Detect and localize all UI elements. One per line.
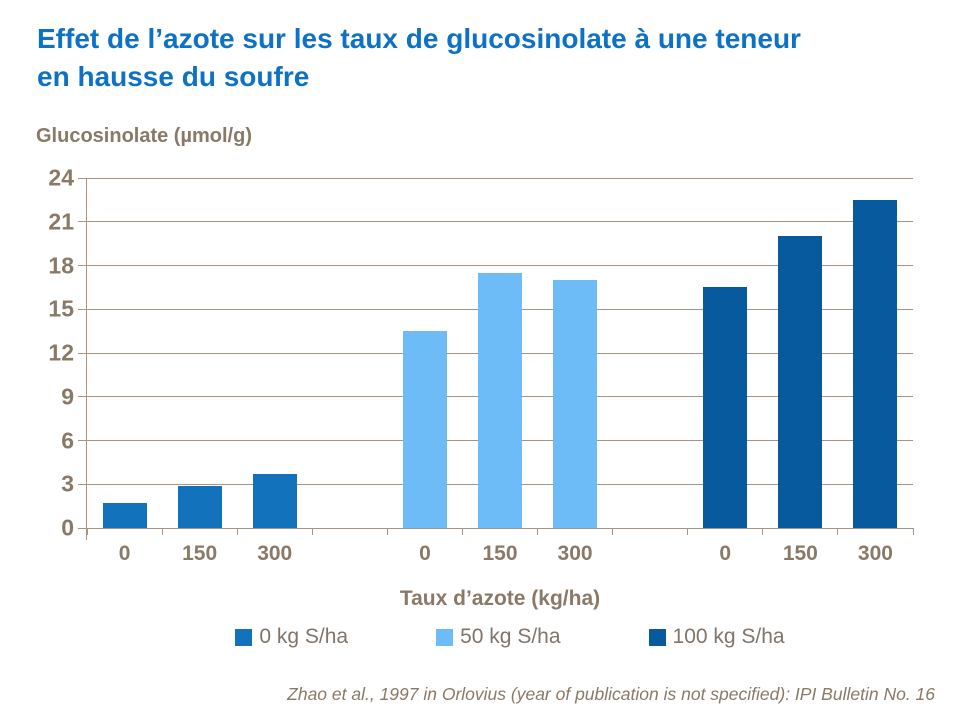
legend-item: 100 kg S/ha [648,625,785,649]
y-tick-label: 21 [48,208,74,235]
x-axis-tick-mark [311,528,313,535]
y-axis-tick-mark [78,308,87,310]
y-tick-label: 15 [48,295,74,322]
bar-0-kg-S/ha-N0 [102,503,147,528]
y-tick-label: 24 [48,164,74,191]
source-citation: Zhao et al., 1997 in Orlovius (year of p… [287,684,935,704]
x-axis-tick-mark [386,528,388,535]
y-axis-title: Glucosinolate (µmol/g) [36,125,252,147]
x-tick-label: 150 [482,542,518,565]
y-axis-tick-mark [78,440,87,441]
y-tick-label: 12 [48,339,74,366]
bar-0-kg-S/ha-N300 [252,474,297,528]
y-axis-tick-mark [78,177,87,179]
y-tick-label: 6 [61,427,74,453]
y-axis-line [86,178,87,540]
legend-item: 0 kg S/ha [235,625,348,649]
chart-title-line2: en hausse du soufre [37,61,310,92]
x-axis-title: Taux d’azote (kg/ha) [399,587,601,610]
bar-0-kg-S/ha-N150 [177,485,222,528]
legend-swatch [648,628,666,646]
x-tick-label: 300 [857,542,893,565]
x-axis-tick-mark [762,528,764,535]
legend-label: 0 kg S/ha [259,625,349,648]
legend-item: 50 kg S/ha [436,625,561,649]
y-tick-label: 9 [61,383,74,410]
x-axis-tick-mark [912,528,914,535]
plot-area: 0 150 300 0 150 300 0 150 300 [78,177,914,565]
legend-label: 100 kg S/ha [672,625,785,648]
bar-50-kg-S/ha-N0 [402,331,447,528]
x-axis-tick-mark [612,528,614,535]
chart-title-line1: Effet de l’azote sur les taux de glucosi… [37,23,801,54]
y-axis-tick-mark [78,483,87,485]
x-axis-tick-mark [236,528,238,535]
bar-100-kg-S/ha-N300 [853,199,898,528]
x-tick-label: 300 [557,542,593,565]
y-axis-tick-mark [78,527,87,529]
y-axis-tick-mark [78,265,87,266]
legend-label: 50 kg S/ha [460,625,561,648]
y-axis-tick-mark [78,352,87,354]
x-tick-label: 0 [118,542,131,565]
bar-100-kg-S/ha-N150 [778,236,823,528]
x-tick-label: 150 [782,542,818,565]
x-axis-tick-mark [837,528,839,535]
y-axis-ticks: 0 3 6 9 12 15 18 21 24 [0,165,74,541]
bar-50-kg-S/ha-N150 [478,272,522,528]
y-axis-tick-mark [78,396,87,398]
x-tick-label: 300 [257,542,293,565]
x-axis-line [87,528,913,529]
x-tick-label: 0 [419,542,431,565]
gridline [87,265,913,266]
x-axis-tick-mark [537,528,539,535]
y-axis-tick-mark [78,221,87,223]
x-axis-tick-mark [461,528,463,535]
x-axis-tick-mark [86,528,88,535]
y-tick-label: 3 [61,470,74,497]
legend: 0 kg S/ha 50 kg S/ha 100 kg S/ha [87,625,933,649]
bar-50-kg-S/ha-N300 [553,280,598,528]
legend-swatch [235,628,253,646]
x-axis-tick-mark [161,528,163,535]
legend-swatch [436,628,454,646]
gridline [87,221,913,223]
chart-title: Effet de l’azote sur les taux de glucosi… [37,20,942,96]
y-tick-label: 0 [61,514,74,541]
y-tick-label: 18 [48,252,74,278]
gridline [87,177,913,179]
x-tick-label: 0 [719,542,732,565]
x-axis-tick-mark [687,528,689,535]
x-tick-label: 150 [182,542,218,565]
bar-100-kg-S/ha-N0 [703,287,748,528]
